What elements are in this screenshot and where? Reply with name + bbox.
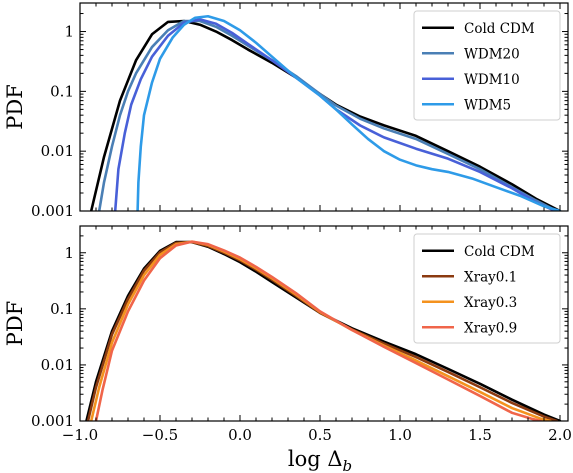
y-tick-label: 0.1 xyxy=(50,82,74,100)
top-panel: 0.001 0.01 0.1 1 PDF Cold CDM WDM20 WDM10 WDM5 xyxy=(3,2,569,220)
x-tick-label: 2.0 xyxy=(548,426,572,444)
legend: Cold CDM WDM20 WDM10 WDM5 xyxy=(413,10,561,121)
legend-box xyxy=(413,10,561,121)
y-axis-title: PDF xyxy=(3,84,27,130)
series-line-wdm20 xyxy=(97,19,559,211)
x-axis-title: log Δb xyxy=(288,447,352,473)
series-line-cold-cdm xyxy=(89,19,562,211)
x-tick-label: 1.5 xyxy=(468,426,492,444)
legend-label: Cold CDM xyxy=(464,21,535,37)
x-tick-label: −1.0 xyxy=(62,426,98,444)
legend-label: Xray0.9 xyxy=(464,320,517,336)
series-line-wdm5 xyxy=(136,14,562,211)
legend-label: WDM10 xyxy=(464,72,520,88)
legend-box xyxy=(413,233,561,344)
plot-frame xyxy=(79,2,569,212)
plot-frame xyxy=(79,225,569,422)
y-tick-label: 0.001 xyxy=(31,202,74,220)
x-tick-label: 0.0 xyxy=(228,426,252,444)
series-line-wdm10 xyxy=(113,18,557,211)
legend-label: WDM20 xyxy=(464,46,520,62)
legend: Cold CDM Xray0.1 Xray0.3 Xray0.9 xyxy=(413,233,561,344)
legend-label: WDM5 xyxy=(464,97,511,113)
y-tick-label: 0.001 xyxy=(31,412,74,430)
y-tick-label: 0.01 xyxy=(41,356,74,374)
y-tick-label: 0.1 xyxy=(50,300,74,318)
series-line-xray0-9 xyxy=(94,240,543,421)
legend-label: Xray0.3 xyxy=(464,295,517,311)
y-tick-label: 0.01 xyxy=(41,142,74,160)
x-tick-label: 0.5 xyxy=(308,426,332,444)
legend-label: Cold CDM xyxy=(464,244,535,260)
y-tick-label: 1 xyxy=(64,23,74,41)
y-tick-label: 1 xyxy=(64,244,74,262)
bottom-panel: 0.001 0.01 0.1 1 −1.0 −0.5 0.0 0.5 1.0 1.5 2.0 PDF l… xyxy=(3,225,572,473)
x-tick-label: 1.0 xyxy=(388,426,412,444)
legend-label: Xray0.1 xyxy=(464,269,517,285)
x-tick-label: −0.5 xyxy=(142,426,178,444)
y-axis-title: PDF xyxy=(3,301,27,347)
